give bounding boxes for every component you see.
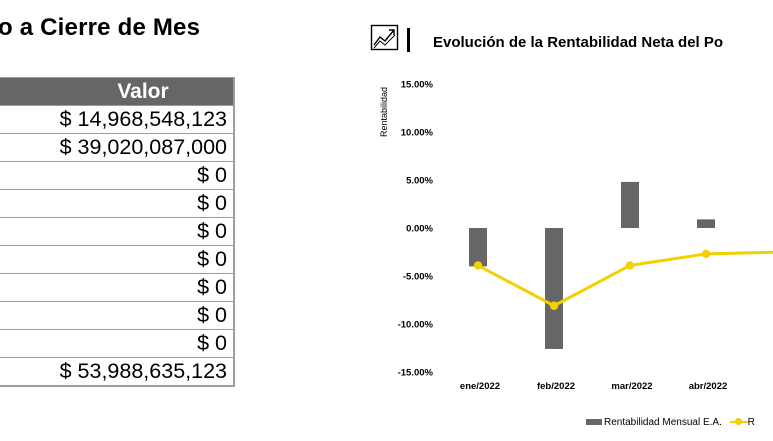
column-header-valor: Valor [0, 77, 235, 106]
y-tick-label: 10.00% [401, 128, 434, 139]
legend-line-swatch [729, 418, 748, 426]
line-point [701, 249, 711, 259]
legend-label-bar: Rentabilidad Mensual E.A. [604, 417, 722, 428]
table-cell-value: $ 0 [0, 301, 235, 330]
table-cell-value: $ 14,968,548,123 [0, 105, 235, 134]
x-tick-label: mar/2022 [611, 381, 652, 392]
line-point [549, 301, 559, 310]
bar [469, 228, 487, 267]
table-cell-value: $ 0 [0, 189, 235, 218]
table-cell-total: $ 53,988,635,123 [0, 357, 235, 387]
table-cell-value: $ 0 [0, 273, 235, 302]
bar [545, 228, 563, 349]
y-tick-label: 5.00% [406, 176, 433, 187]
trend-line-chart-icon [370, 24, 399, 51]
bar [697, 219, 715, 228]
x-tick-label: ene/2022 [460, 381, 500, 392]
y-tick-label: -15.00% [398, 368, 434, 379]
value-table: Valor $ 14,968,548,123 $ 39,020,087,000 … [0, 77, 235, 387]
table-cell-value: $ 0 [0, 161, 235, 190]
y-tick-label: 0.00% [406, 224, 433, 235]
chart-title: Evolución de la Rentabilidad Neta del Po [433, 34, 724, 51]
table-title: o a Cierre de Mes [0, 14, 201, 41]
bar [621, 181, 639, 228]
table-cell-value: $ 39,020,087,000 [0, 133, 235, 162]
table-cell-value: $ 0 [0, 329, 235, 358]
y-axis-label: Rentabilidad [379, 87, 389, 137]
y-tick-label: 15.00% [401, 80, 434, 91]
legend-bar-swatch [586, 419, 602, 426]
y-tick-label: -5.00% [403, 272, 434, 283]
line-point [473, 261, 483, 270]
y-tick-label: -10.00% [398, 320, 434, 331]
table-cell-value: $ 0 [0, 245, 235, 274]
line-series [477, 250, 773, 308]
rentabilidad-chart: Rentabilidad 15.00% 10.00% 5.00% 0.00% -5.00%… [379, 80, 773, 392]
title-divider [407, 28, 410, 52]
chart-legend: Rentabilidad Mensual E.A. R [586, 417, 755, 428]
line-point [625, 261, 635, 270]
x-tick-label: abr/2022 [689, 381, 728, 392]
legend-label-line: R [747, 417, 755, 428]
x-tick-label: feb/2022 [537, 381, 575, 392]
table-cell-value: $ 0 [0, 217, 235, 246]
